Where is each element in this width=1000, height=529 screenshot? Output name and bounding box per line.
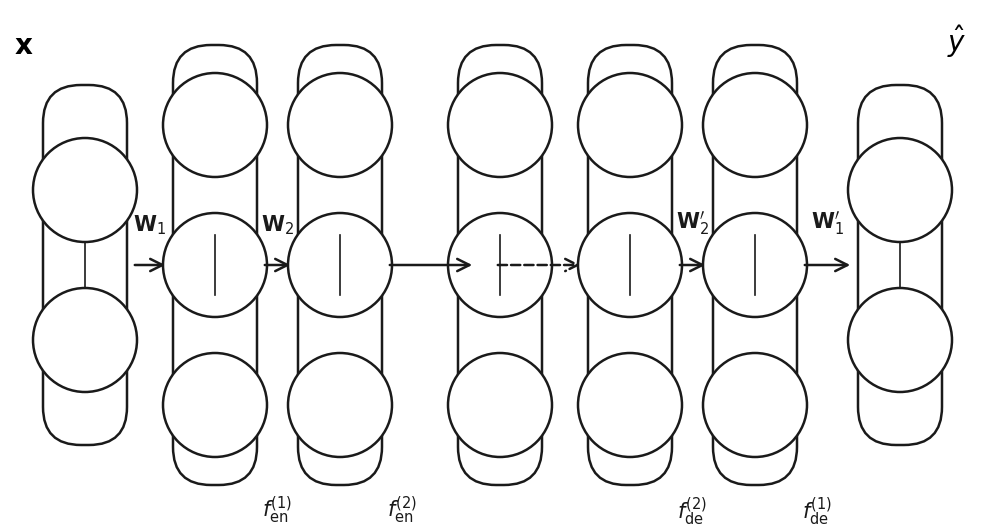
Ellipse shape xyxy=(848,138,952,242)
Ellipse shape xyxy=(33,138,137,242)
FancyBboxPatch shape xyxy=(43,85,127,445)
Ellipse shape xyxy=(163,73,267,177)
Ellipse shape xyxy=(703,213,807,317)
Ellipse shape xyxy=(578,213,682,317)
Ellipse shape xyxy=(288,353,392,457)
Ellipse shape xyxy=(578,73,682,177)
Ellipse shape xyxy=(448,73,552,177)
Ellipse shape xyxy=(848,288,952,392)
Ellipse shape xyxy=(703,73,807,177)
Text: $\mathbf{W}_1$: $\mathbf{W}_1$ xyxy=(133,213,167,237)
Ellipse shape xyxy=(33,288,137,392)
Ellipse shape xyxy=(703,353,807,457)
Text: $\mathbf{W}_2$: $\mathbf{W}_2$ xyxy=(261,213,294,237)
Ellipse shape xyxy=(448,353,552,457)
FancyBboxPatch shape xyxy=(588,45,672,485)
Text: $f_{\mathrm{en}}^{(2)}$: $f_{\mathrm{en}}^{(2)}$ xyxy=(387,495,417,526)
Text: $\hat{y}$: $\hat{y}$ xyxy=(947,23,966,60)
Ellipse shape xyxy=(288,73,392,177)
Ellipse shape xyxy=(448,213,552,317)
Text: $\mathbf{x}$: $\mathbf{x}$ xyxy=(14,32,33,60)
FancyBboxPatch shape xyxy=(858,85,942,445)
Ellipse shape xyxy=(163,213,267,317)
FancyBboxPatch shape xyxy=(713,45,797,485)
FancyBboxPatch shape xyxy=(298,45,382,485)
Text: $f_{\mathrm{de}}^{(2)}$: $f_{\mathrm{de}}^{(2)}$ xyxy=(677,495,707,528)
Ellipse shape xyxy=(288,213,392,317)
Ellipse shape xyxy=(163,353,267,457)
Text: $f_{\mathrm{de}}^{(1)}$: $f_{\mathrm{de}}^{(1)}$ xyxy=(802,495,832,528)
Text: $\mathbf{W}_1'$: $\mathbf{W}_1'$ xyxy=(811,209,844,237)
Text: $\mathbf{W}_2'$: $\mathbf{W}_2'$ xyxy=(676,209,709,237)
Text: $f_{\mathrm{en}}^{(1)}$: $f_{\mathrm{en}}^{(1)}$ xyxy=(262,495,292,526)
FancyBboxPatch shape xyxy=(458,45,542,485)
Ellipse shape xyxy=(578,353,682,457)
FancyBboxPatch shape xyxy=(173,45,257,485)
